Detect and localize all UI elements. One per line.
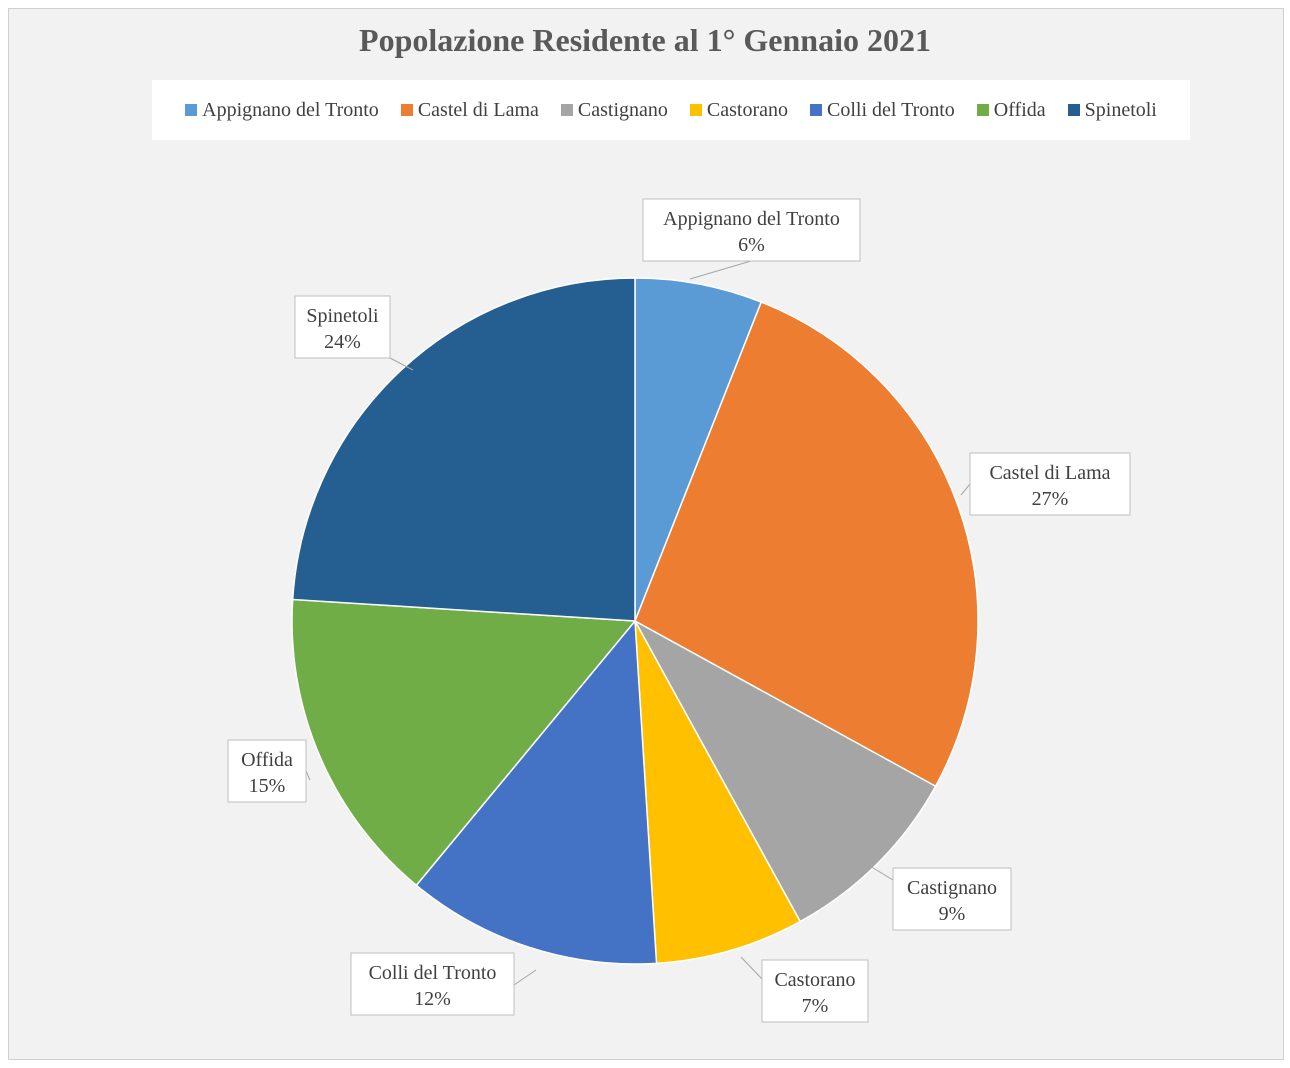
data-label-box [294,295,391,359]
pie-slice-colli-del-tronto [415,619,658,965]
data-label-name: Spinetoli [306,305,379,327]
pie-slice-castel-di-lama [634,301,979,788]
leader-line [389,357,414,371]
data-label-box [761,959,869,1023]
data-label-value: 15% [249,775,286,797]
leader-line [740,956,763,980]
leader-line [689,260,752,280]
pie-slice-castorano [634,620,802,965]
pie-slice-spinetoli [291,277,636,622]
data-label-name: Appignano del Tronto [663,208,840,230]
legend-item: Castignano [560,98,668,122]
legend-swatch [809,104,822,116]
legend-item: Spinetoli [1067,98,1157,122]
data-label-box [892,867,1012,931]
legend-item: Castorano [689,98,788,122]
data-label-box [227,739,307,803]
data-label-name: Castorano [774,969,855,991]
data-label-value: 27% [1032,488,1069,510]
pie-slice-offida [291,598,637,887]
data-label-name: Castel di Lama [989,462,1110,484]
leader-line [960,483,971,496]
legend-label: Colli del Tronto [826,98,955,121]
data-label-value: 24% [324,331,361,353]
pie-slice-castignano [633,619,937,923]
legend-item: Castel di Lama [400,98,539,122]
legend-label: Castel di Lama [417,98,539,121]
leader-line [513,969,537,986]
legend-label: Offida [993,98,1046,121]
data-label-box [969,452,1131,516]
data-label-box [350,952,515,1016]
legend-item: Colli del Tronto [809,98,955,122]
pie-slice-appignano-del-tronto [634,277,763,622]
data-label-value: 9% [939,903,966,925]
leader-line [305,770,311,781]
legend-swatch [976,104,989,116]
data-label-box [642,198,861,262]
legend-label: Spinetoli [1084,98,1157,121]
leader-line [869,865,894,881]
legend-swatch [185,104,198,116]
data-label-value: 12% [414,988,451,1010]
data-label-value: 6% [738,234,765,256]
legend-label: Castorano [706,98,788,121]
legend-label: Appignano del Tronto [202,98,379,121]
data-label-name: Offida [241,749,293,771]
data-label-name: Colli del Tronto [369,962,497,984]
legend: Appignano del Tronto Castel di Lama Cast… [152,80,1190,140]
legend-swatch [689,104,702,116]
legend-item: Offida [976,98,1046,122]
data-label-name: Castignano [907,877,997,899]
data-label-value: 7% [802,995,829,1017]
legend-label: Castignano [577,98,668,121]
legend-item: Appignano del Tronto [185,99,379,122]
legend-swatch [560,104,573,116]
legend-swatch [1067,104,1080,116]
chart-title: Popolazione Residente al 1° Gennaio 2021 [359,22,931,58]
legend-swatch [400,104,413,116]
